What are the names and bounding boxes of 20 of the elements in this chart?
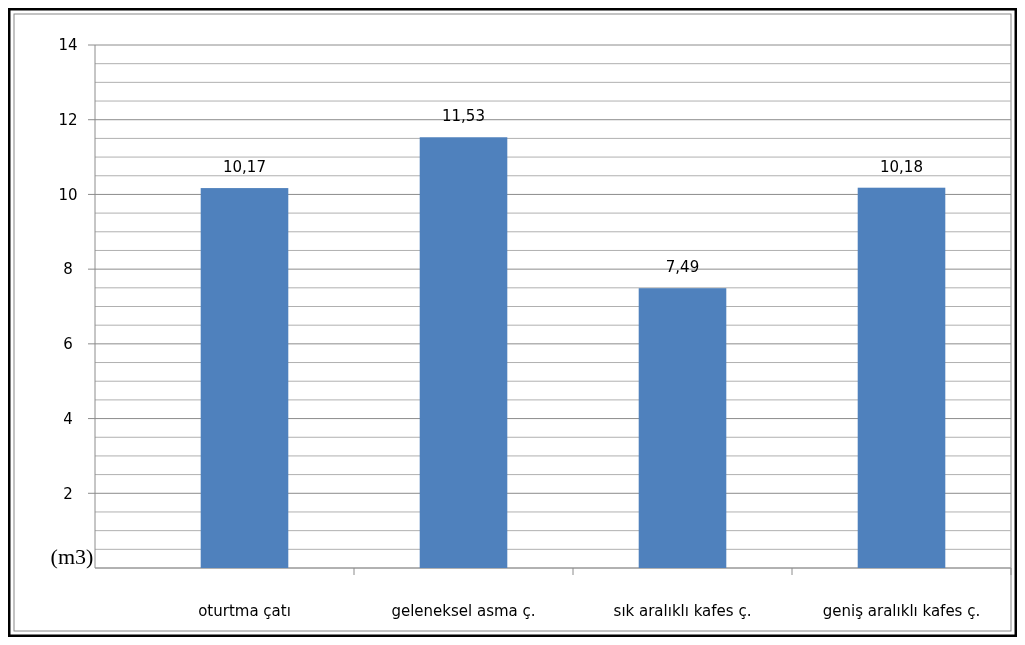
x-tick-label: sık aralıklı kafes ç. [613,602,752,620]
y-axis-title: (m3) [50,544,94,569]
y-tick-label: 10 [58,185,78,204]
y-tick-label: 4 [63,409,73,428]
data-label: 7,49 [665,258,700,277]
bar [638,288,727,568]
data-label: 10,17 [223,158,266,177]
y-tick-label: 12 [58,110,78,129]
y-tick-label: 14 [58,36,78,55]
x-tick-label: oturtma çatı [198,602,291,620]
data-label: 11,53 [442,107,485,126]
bar [419,137,508,568]
x-tick-label: geniş aralıklı kafes ç. [822,602,981,620]
x-tick-label: geleneksel asma ç. [391,602,536,620]
bar [857,187,946,568]
y-tick-label: 8 [63,260,73,279]
data-label: 10,18 [880,157,923,176]
y-tick-label: 6 [63,335,73,354]
y-tick-label: 2 [63,484,73,503]
bar [200,188,289,568]
